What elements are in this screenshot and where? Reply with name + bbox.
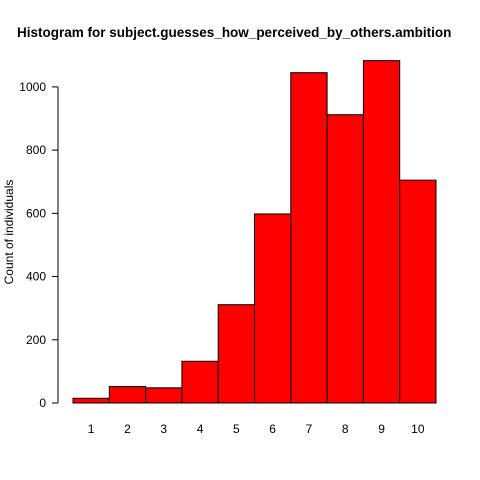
histogram-bar-1 (72, 397, 110, 404)
y-axis-label: Count of individuals (2, 180, 16, 285)
y-tick-label-400: 400 (26, 270, 46, 284)
histogram-bar-4 (181, 360, 219, 404)
x-tick-label-5: 5 (233, 422, 240, 436)
x-tick-label-10: 10 (411, 422, 425, 436)
x-tick-label-3: 3 (160, 422, 167, 436)
histogram-bar-2 (108, 386, 147, 404)
bars-group (72, 60, 437, 404)
histogram-bar-9 (362, 60, 401, 404)
x-tick-label-8: 8 (342, 422, 349, 436)
histogram-bar-6 (254, 213, 292, 404)
x-tick-label-9: 9 (378, 422, 385, 436)
y-axis: 0 200 400 600 800 1000 (19, 80, 59, 410)
x-tick-label-6: 6 (269, 422, 276, 436)
y-tick-label-0: 0 (39, 396, 46, 410)
histogram-bar-5 (217, 304, 255, 404)
y-tick-label-200: 200 (26, 333, 46, 347)
chart-title: Histogram for subject.guesses_how_percei… (17, 25, 451, 40)
histogram-bar-8 (326, 114, 364, 404)
x-tick-label-1: 1 (88, 422, 95, 436)
y-tick-label-800: 800 (26, 143, 46, 157)
x-tick-label-2: 2 (124, 422, 131, 436)
y-tick-label-1000: 1000 (19, 80, 46, 94)
histogram-bar-7 (290, 72, 328, 404)
x-axis: 1 2 3 4 5 6 7 8 9 10 (88, 422, 425, 436)
x-tick-label-4: 4 (197, 422, 204, 436)
y-tick-label-600: 600 (26, 206, 46, 220)
histogram-bar-10 (399, 179, 437, 404)
histogram-bar-3 (145, 387, 183, 404)
x-tick-label-7: 7 (306, 422, 313, 436)
